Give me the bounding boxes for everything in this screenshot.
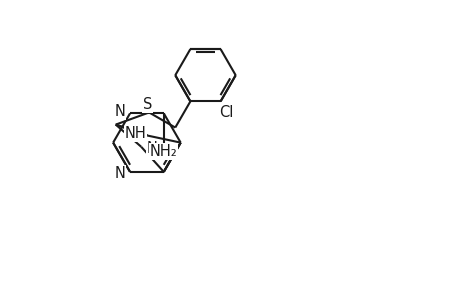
Text: S: S xyxy=(142,97,151,112)
Text: N: N xyxy=(114,166,125,181)
Text: NH: NH xyxy=(124,126,146,141)
Text: N: N xyxy=(114,104,125,119)
Text: N: N xyxy=(146,141,157,156)
Text: Cl: Cl xyxy=(219,105,234,120)
Text: NH₂: NH₂ xyxy=(150,144,177,159)
